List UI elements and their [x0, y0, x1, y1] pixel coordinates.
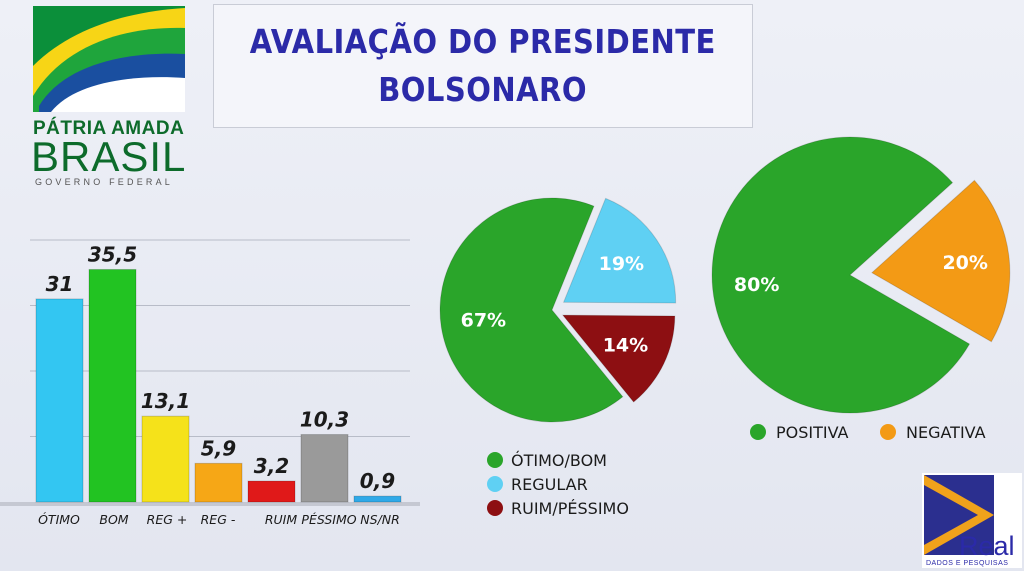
pie-chart-positiva-negativa: 20% 80%: [711, 136, 1011, 414]
pie-value-label: 80%: [734, 274, 779, 296]
page-title-line2: BOLSONARO: [378, 70, 588, 109]
bar-chart: 31 35,5 13,1 5,9 3,2 10,3 0,9 ÓTIMO BOM REG + REG …: [0, 239, 420, 525]
bar-value-label: 10,3: [300, 408, 349, 432]
bar-value-label: 13,1: [141, 389, 190, 413]
bar-0: [35, 298, 84, 503]
pie-slice-0: [562, 197, 677, 304]
legend-swatch: [487, 500, 503, 516]
pie-value-label: 67%: [461, 310, 506, 332]
bar-value-label: 31: [46, 272, 74, 296]
pie-slice-0: [871, 179, 1011, 343]
logo-patria-amada: PÁTRIA AMADA: [33, 118, 185, 139]
page-title-line1: AVALIAÇÃO DO PRESIDENTE: [250, 22, 716, 61]
bar-baseline: [0, 502, 420, 506]
bar-category-label: NS/NR: [360, 512, 400, 525]
legend-label: NEGATIVA: [906, 423, 986, 442]
bar-category-label: REG -: [201, 512, 236, 525]
pie-value-label: 19%: [599, 253, 644, 275]
legend-label: RUIM/PÉSSIMO: [511, 499, 629, 518]
government-logo: [33, 6, 185, 112]
logo-brasil: BRASIL: [31, 133, 187, 180]
logo-governo-federal: GOVERNO FEDERAL: [35, 177, 174, 187]
bar-value-label: 3,2: [254, 454, 289, 478]
bar-4: [247, 480, 296, 503]
real-logo-name: Real: [959, 531, 1015, 561]
real-logo: [922, 473, 1022, 568]
bar-2: [141, 415, 190, 503]
bar-category-label: PÉSSIMO: [301, 512, 356, 525]
bar-category-label: REG +: [147, 512, 188, 525]
bar-category-label: BOM: [99, 512, 128, 525]
bar-category-label: RUIM: [265, 512, 298, 525]
pie2-legend: POSITIVA NEGATIVA: [750, 423, 986, 442]
bar-category-label: ÓTIMO: [38, 512, 80, 525]
title-box: AVALIAÇÃO DO PRESIDENTE BOLSONARO: [213, 4, 753, 128]
bar-value-label: 35,5: [88, 242, 137, 266]
pie-value-label: 14%: [603, 335, 648, 357]
legend-label: REGULAR: [511, 475, 588, 494]
legend-swatch: [487, 452, 503, 468]
legend-label: POSITIVA: [776, 423, 849, 442]
bar-value-label: 5,9: [201, 436, 237, 460]
legend-swatch: [487, 476, 503, 492]
legend-swatch: [750, 424, 766, 440]
pie-slice-2: [439, 197, 624, 423]
pie1-legend: ÓTIMO/BOM REGULAR RUIM/PÉSSIMO: [487, 451, 629, 518]
pie-slice-1: [561, 314, 676, 403]
pie-value-label: 20%: [942, 252, 987, 274]
real-logo-tagline: DADOS E PESQUISAS: [926, 560, 1009, 567]
bar-3: [194, 462, 243, 503]
pie-chart-avaliacao: 19% 14% 67%: [439, 197, 677, 423]
bar-5: [300, 434, 349, 503]
bar-value-label: 0,9: [360, 469, 396, 493]
legend-swatch: [880, 424, 896, 440]
bar-6: [353, 495, 402, 503]
pie-slice-1: [711, 136, 971, 414]
bar-1: [88, 268, 137, 503]
legend-label: ÓTIMO/BOM: [511, 451, 607, 470]
